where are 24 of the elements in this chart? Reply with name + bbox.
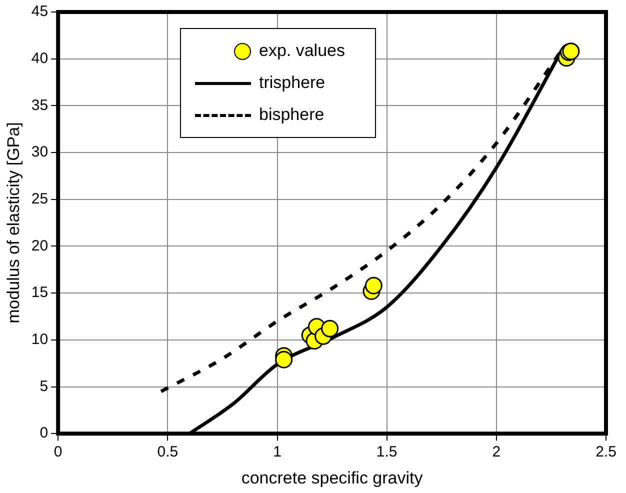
y-tick-label: 5 xyxy=(40,378,48,395)
y-tick-label: 20 xyxy=(31,237,48,254)
legend-label: trisphere xyxy=(259,73,326,93)
x-tick-label: 1.5 xyxy=(376,444,398,461)
x-tick-label: 2.5 xyxy=(596,444,616,461)
x-tick-label: 0.5 xyxy=(157,444,178,461)
x-axis-title: concrete specific gravity xyxy=(241,468,424,488)
y-axis-title: modulus of elasticity [GPa] xyxy=(4,122,23,324)
x-tick-label: 2 xyxy=(492,444,501,461)
legend-label: bisphere xyxy=(259,105,324,125)
x-tick-label: 0 xyxy=(54,444,62,461)
point xyxy=(275,350,293,368)
legend-label: exp. values xyxy=(259,41,345,61)
y-tick-label: 45 xyxy=(31,3,48,20)
point xyxy=(364,276,382,294)
point xyxy=(321,320,339,338)
y-tick-label: 25 xyxy=(31,190,48,208)
y-tick-label: 30 xyxy=(31,144,48,161)
y-tick-label: 35 xyxy=(31,96,48,114)
y-tick-label: 15 xyxy=(31,284,48,302)
x-tick-label: 1 xyxy=(273,444,282,461)
y-tick-label: 10 xyxy=(31,331,48,348)
y-tick-label: 0 xyxy=(40,424,48,442)
y-tick-label: 40 xyxy=(31,50,48,67)
